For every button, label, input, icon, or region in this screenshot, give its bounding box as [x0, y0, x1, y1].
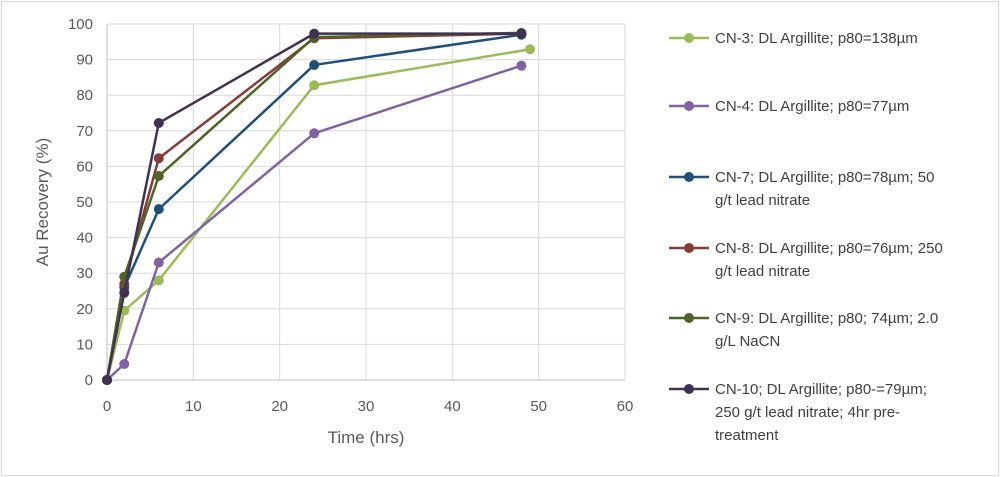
legend-label: CN-9: DL Argillite; p80; 74µm; 2.0 — [715, 310, 938, 327]
x-tick-label: 0 — [103, 398, 111, 415]
data-point — [309, 28, 320, 39]
legend-marker — [684, 33, 694, 43]
data-point — [153, 204, 164, 215]
x-tick-label: 40 — [444, 398, 461, 415]
legend-entry: CN-9: DL Argillite; p80; 74µm; 2.0 g/L Na… — [669, 310, 938, 350]
data-point — [153, 171, 164, 182]
x-tick-label: 60 — [617, 398, 634, 415]
legend-label: g/L NaCN — [715, 333, 780, 350]
legend-label: treatment — [715, 427, 779, 444]
data-point — [119, 358, 130, 369]
legend-entry: CN-3: DL Argillite; p80=138µm — [669, 30, 918, 47]
legend-label: g/t lead nitrate — [715, 263, 810, 280]
x-tick-label: 50 — [530, 398, 547, 415]
data-point — [102, 375, 112, 385]
legend-label: g/t lead nitrate — [715, 192, 810, 209]
legend-marker — [684, 172, 694, 182]
legend-marker — [684, 313, 694, 323]
legend-entry: CN-7; DL Argillite; p80=78µm; 50 g/t lead… — [669, 169, 934, 209]
legend-entry: CN-10; DL Argillite; p80-=79µm; 250 g/t l… — [669, 381, 927, 444]
data-point — [309, 128, 320, 139]
legend-label: CN-4: DL Argillite; p80=77µm — [715, 98, 909, 115]
legend-marker — [684, 101, 694, 111]
data-point — [309, 59, 320, 70]
series-2 — [102, 60, 527, 385]
data-point — [516, 28, 527, 39]
y-tick-label: 100 — [68, 16, 93, 33]
y-tick-label: 50 — [76, 194, 93, 211]
legend-label: CN-10; DL Argillite; p80-=79µm; — [715, 381, 927, 398]
y-tick-label: 90 — [76, 52, 93, 69]
x-tick-label: 10 — [185, 398, 202, 415]
data-point — [119, 287, 130, 298]
y-tick-labels: 0 10 20 30 40 50 60 70 80 90 100 — [68, 16, 93, 389]
y-tick-label: 40 — [76, 230, 93, 247]
x-tick-labels: 0 10 20 30 40 50 60 — [103, 398, 634, 415]
y-tick-label: 0 — [85, 372, 93, 389]
legend-marker — [684, 384, 694, 394]
data-point — [309, 80, 320, 91]
axes — [106, 24, 625, 381]
x-axis-title: Time (hrs) — [328, 428, 405, 447]
series-line — [106, 64, 522, 381]
data-point — [516, 60, 527, 71]
y-axis-title: Au Recovery (%) — [33, 138, 52, 266]
legend-entry: CN-8: DL Argillite; p80=76µm; 250 g/t lea… — [669, 240, 943, 280]
series-6 — [102, 28, 527, 385]
y-tick-label: 80 — [76, 87, 93, 104]
x-tick-label: 30 — [358, 398, 375, 415]
y-tick-label: 20 — [76, 301, 93, 318]
data-point — [525, 44, 536, 55]
legend-label: CN-3: DL Argillite; p80=138µm — [715, 30, 918, 47]
y-tick-label: 60 — [76, 158, 93, 175]
data-point — [153, 153, 164, 164]
data-point — [153, 275, 164, 286]
y-tick-label: 70 — [76, 123, 93, 140]
data-point — [153, 257, 164, 268]
y-tick-label: 10 — [76, 336, 93, 353]
legend-entry: CN-4: DL Argillite; p80=77µm — [669, 98, 909, 115]
x-tick-label: 20 — [271, 398, 288, 415]
legend: CN-3: DL Argillite; p80=138µm CN-4: DL Ar… — [669, 30, 943, 444]
data-point — [153, 117, 164, 128]
series-group — [102, 27, 536, 385]
legend-label: CN-8: DL Argillite; p80=76µm; 250 — [715, 240, 943, 257]
series-line — [105, 48, 531, 381]
y-tick-label: 30 — [76, 265, 93, 282]
legend-marker — [684, 243, 694, 253]
legend-label: 250 g/t lead nitrate; 4hr pre- — [715, 404, 900, 421]
legend-label: CN-7; DL Argillite; p80=78µm; 50 — [715, 169, 934, 186]
